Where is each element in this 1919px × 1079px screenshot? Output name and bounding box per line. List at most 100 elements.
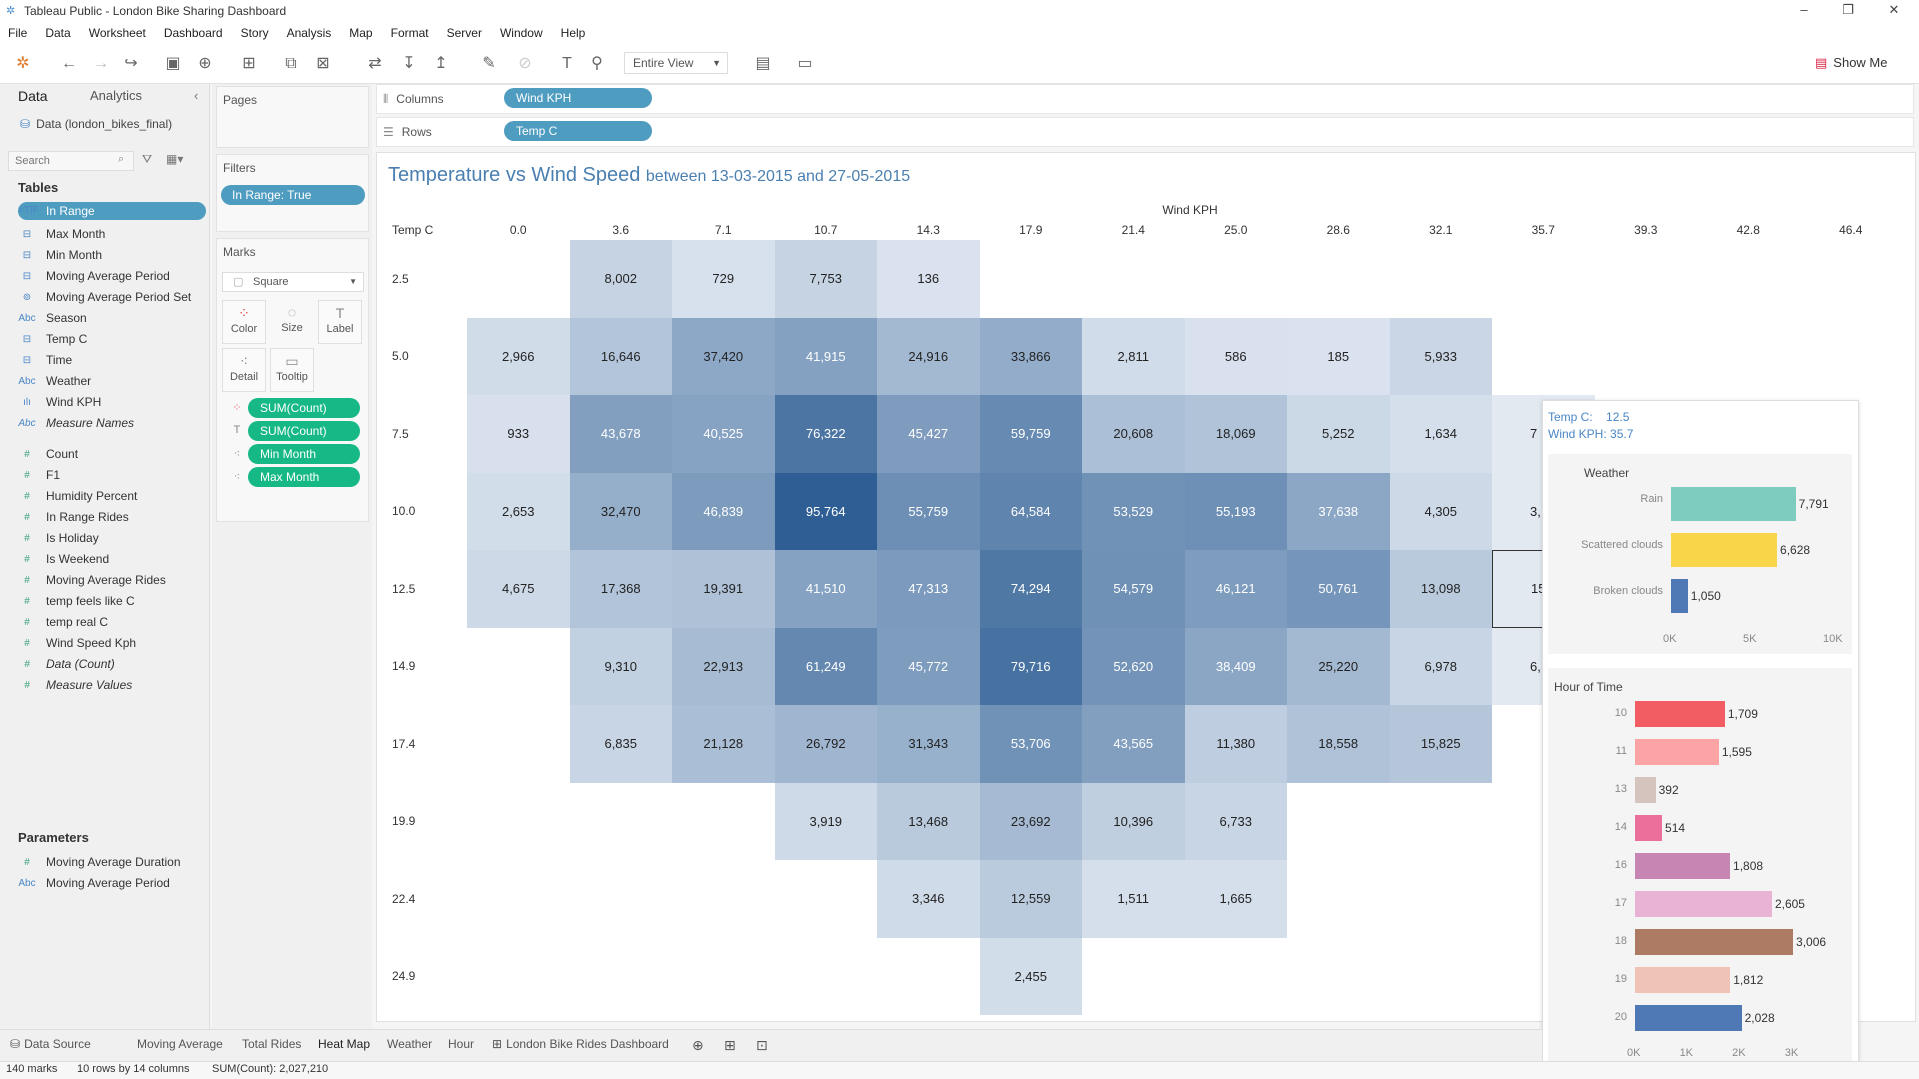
maximize-icon[interactable]: ❐ xyxy=(1842,2,1854,17)
field-item[interactable]: ⊟ Max Month xyxy=(18,224,106,244)
heatmap-cell[interactable]: 64,584 xyxy=(979,472,1082,550)
heatmap-cell[interactable]: 55,193 xyxy=(1184,472,1287,550)
heatmap-cell[interactable]: 43,678 xyxy=(569,395,672,473)
tab-data[interactable]: Data xyxy=(18,88,48,104)
field-item[interactable]: Abc Weather xyxy=(18,371,91,391)
heatmap-cell[interactable]: 47,313 xyxy=(877,550,980,628)
mark-type-select[interactable]: ▢ Square ▼ xyxy=(222,272,364,292)
field-item[interactable]: # Count xyxy=(18,444,78,464)
heatmap-cell[interactable]: 5,933 xyxy=(1389,317,1492,395)
heatmap-cell[interactable]: 53,706 xyxy=(979,705,1082,783)
presentation-mode-icon[interactable]: ▭ xyxy=(797,55,813,72)
menu-format[interactable]: Format xyxy=(390,26,429,40)
heatmap-cell[interactable]: 3,919 xyxy=(774,782,877,860)
size-button[interactable]: ◌ Size xyxy=(270,300,314,344)
label-button[interactable]: T Label xyxy=(318,300,362,344)
parameter-moving-average-duration[interactable]: # Moving Average Duration xyxy=(18,852,180,872)
swap-icon[interactable]: ⇄ xyxy=(368,55,382,72)
field-item[interactable]: # temp real C xyxy=(18,612,108,632)
field-item[interactable]: # Is Holiday xyxy=(18,528,98,548)
heatmap-cell[interactable]: 15,825 xyxy=(1389,705,1492,783)
field-item[interactable]: ⊟ Min Month xyxy=(18,245,102,265)
field-item[interactable]: # Measure Values xyxy=(18,675,132,695)
collapse-pane-icon[interactable]: ‹ xyxy=(194,88,199,103)
mark-pill-label[interactable]: SUM(Count) xyxy=(248,421,360,441)
fit-view-select[interactable]: Entire View ▼ xyxy=(624,52,728,74)
field-item[interactable]: ⊟ Time xyxy=(18,350,72,370)
undo-icon[interactable]: ← xyxy=(61,55,77,72)
tab-data-source[interactable]: ⛁ Data Source xyxy=(10,1037,91,1051)
rows-pill[interactable]: Temp C xyxy=(504,121,652,141)
heatmap-cell[interactable]: 19,391 xyxy=(672,550,775,628)
tab-analytics[interactable]: Analytics xyxy=(90,88,143,103)
new-story-tab-icon[interactable]: ⊡ xyxy=(756,1037,768,1053)
heatmap-cell[interactable]: 32,470 xyxy=(569,472,672,550)
heatmap-cell[interactable]: 54,579 xyxy=(1082,550,1185,628)
heatmap-cell[interactable]: 46,121 xyxy=(1184,550,1287,628)
tab-heat-map[interactable]: Heat Map xyxy=(318,1037,371,1051)
heatmap-cell[interactable]: 52,620 xyxy=(1082,627,1185,705)
group-icon[interactable]: ⊘ xyxy=(518,55,532,72)
heatmap-cell[interactable]: 2,811 xyxy=(1082,317,1185,395)
tab-moving-average[interactable]: Moving Average xyxy=(137,1037,223,1051)
show-cards-icon[interactable]: ▤ xyxy=(755,55,771,72)
heatmap-cell[interactable]: 79,716 xyxy=(979,627,1082,705)
heatmap-cell[interactable]: 11,380 xyxy=(1184,705,1287,783)
close-icon[interactable]: ✕ xyxy=(1888,2,1900,17)
menu-file[interactable]: File xyxy=(8,26,28,40)
tab-hour[interactable]: Hour xyxy=(448,1037,475,1051)
mark-pill-max-month[interactable]: Max Month xyxy=(248,467,360,487)
tooltip-button[interactable]: ▭ Tooltip xyxy=(270,348,314,392)
heatmap-cell[interactable]: 5,252 xyxy=(1287,395,1390,473)
heatmap-cell[interactable]: 12,559 xyxy=(979,860,1082,938)
heatmap-cell[interactable]: 185 xyxy=(1287,317,1390,395)
heatmap-cell[interactable]: 13,468 xyxy=(877,782,980,860)
parameter-moving-average-period[interactable]: Abc Moving Average Period xyxy=(18,873,169,893)
filter-pill[interactable]: In Range: True xyxy=(221,185,365,205)
save-icon[interactable]: ▣ xyxy=(165,55,181,72)
menu-analysis[interactable]: Analysis xyxy=(286,26,332,40)
heatmap-cell[interactable]: 6,835 xyxy=(569,705,672,783)
menu-story[interactable]: Story xyxy=(240,26,269,40)
heatmap-cell[interactable]: 46,839 xyxy=(672,472,775,550)
heatmap-cell[interactable]: 20,608 xyxy=(1082,395,1185,473)
heatmap-cell[interactable]: 37,420 xyxy=(672,317,775,395)
heatmap-cell[interactable]: 136 xyxy=(877,240,980,318)
field-item[interactable]: # temp feels like C xyxy=(18,591,134,611)
heatmap-cell[interactable]: 933 xyxy=(467,395,570,473)
menu-help[interactable]: Help xyxy=(560,26,586,40)
tab-weather[interactable]: Weather xyxy=(387,1037,433,1051)
field-in-range[interactable]: =T|F In Range xyxy=(18,202,206,220)
heatmap-cell[interactable]: 74,294 xyxy=(979,550,1082,628)
heatmap-cell[interactable]: 76,322 xyxy=(774,395,877,473)
menu-dashboard[interactable]: Dashboard xyxy=(163,26,223,40)
heatmap-cell[interactable]: 16,646 xyxy=(569,317,672,395)
sort-ascending-icon[interactable]: ↧ xyxy=(402,55,416,72)
heatmap-cell[interactable]: 1,665 xyxy=(1184,860,1287,938)
menu-map[interactable]: Map xyxy=(349,26,373,40)
detail-button[interactable]: ⁖ Detail xyxy=(222,348,266,392)
show-me-button[interactable]: ▤ Show Me xyxy=(1815,52,1888,74)
heatmap-cell[interactable]: 59,759 xyxy=(979,395,1082,473)
field-item[interactable]: Abc Measure Names xyxy=(18,413,134,433)
field-item[interactable]: # Moving Average Rides xyxy=(18,570,166,590)
heatmap-cell[interactable]: 45,427 xyxy=(877,395,980,473)
heatmap-cell[interactable]: 2,653 xyxy=(467,472,570,550)
menu-window[interactable]: Window xyxy=(499,26,543,40)
heatmap-cell[interactable]: 21,128 xyxy=(672,705,775,783)
heatmap-cell[interactable]: 17,368 xyxy=(569,550,672,628)
heatmap-cell[interactable]: 4,675 xyxy=(467,550,570,628)
color-button[interactable]: ⁘ Color xyxy=(222,300,266,344)
heatmap-cell[interactable]: 2,966 xyxy=(467,317,570,395)
heatmap-cell[interactable]: 10,396 xyxy=(1082,782,1185,860)
field-item[interactable]: # In Range Rides xyxy=(18,507,129,527)
heatmap-cell[interactable]: 37,638 xyxy=(1287,472,1390,550)
menu-worksheet[interactable]: Worksheet xyxy=(88,26,146,40)
heatmap-cell[interactable]: 6,978 xyxy=(1389,627,1492,705)
heatmap-cell[interactable]: 7,753 xyxy=(774,240,877,318)
field-item[interactable]: ⊟ Moving Average Period xyxy=(18,266,170,286)
heatmap-cell[interactable]: 41,915 xyxy=(774,317,877,395)
field-item[interactable]: Abc Season xyxy=(18,308,86,328)
replay-icon[interactable]: ↪ xyxy=(124,55,138,72)
heatmap-cell[interactable]: 18,069 xyxy=(1184,395,1287,473)
